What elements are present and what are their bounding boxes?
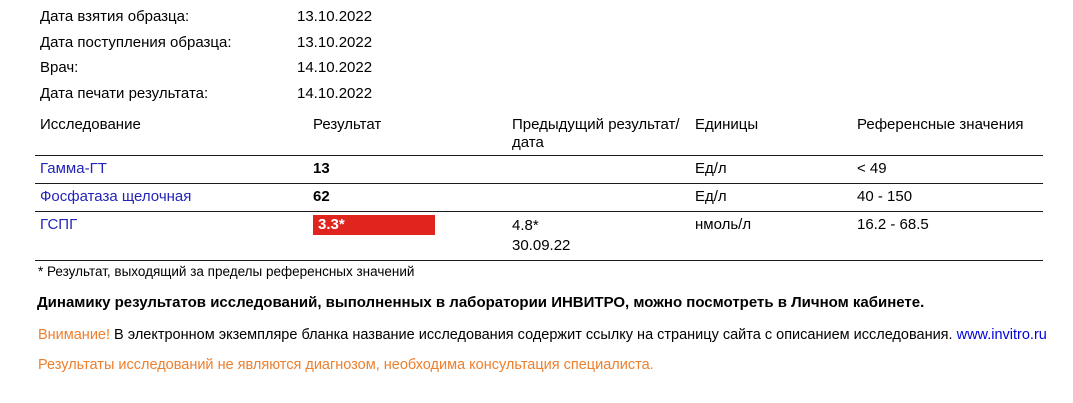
meta-value: 14.10.2022 xyxy=(297,85,373,103)
test-name-link[interactable]: Фосфатаза щелочная xyxy=(40,188,192,205)
meta-label: Дата взятия образца: xyxy=(40,8,190,26)
table-row: Гамма-ГТ 13 Ед/л < 49 xyxy=(35,156,1043,184)
attention-text: В электронном экземпляре бланка название… xyxy=(110,327,957,343)
previous-result-value: 4.8* xyxy=(512,217,539,234)
column-header-reference: Референсные значения xyxy=(857,116,1024,133)
reference-range: 40 - 150 xyxy=(857,188,913,205)
column-header-units: Единицы xyxy=(695,116,759,133)
meta-row: Врач: 14.10.2022 xyxy=(40,55,372,81)
dynamics-note: Динамику результатов исследований, выпол… xyxy=(37,294,925,311)
column-header-result: Результат xyxy=(313,116,382,133)
result-value-out-of-range: 3.3* xyxy=(313,215,435,235)
reference-range: 16.2 - 68.5 xyxy=(857,216,929,233)
table-row: ГСПГ 3.3* 4.8* 30.09.22 нмоль/л 16.2 - 6… xyxy=(35,212,1043,261)
meta-row: Дата взятия образца: 13.10.2022 xyxy=(40,4,372,30)
previous-result-date: 30.09.22 xyxy=(512,237,571,254)
column-header-previous: Предыдущий результат/дата xyxy=(512,116,680,151)
meta-value: 13.10.2022 xyxy=(297,33,373,51)
units-value: Ед/л xyxy=(695,188,727,205)
meta-label: Дата печати результата: xyxy=(40,85,209,103)
asterisk-footnote: * Результат, выходящий за пределы рефере… xyxy=(38,264,415,279)
sample-metadata: Дата взятия образца: 13.10.2022 Дата пос… xyxy=(40,4,372,106)
meta-value: 14.10.2022 xyxy=(297,59,373,77)
reference-range: < 49 xyxy=(857,160,887,177)
meta-label: Врач: xyxy=(40,59,79,77)
meta-value: 13.10.2022 xyxy=(297,8,373,26)
test-name-link[interactable]: Гамма-ГТ xyxy=(40,160,107,177)
meta-row: Дата поступления образца: 13.10.2022 xyxy=(40,30,372,56)
attention-label: Внимание! xyxy=(38,327,111,343)
previous-result xyxy=(512,156,695,183)
test-name-link[interactable]: ГСПГ xyxy=(40,216,78,233)
meta-label: Дата поступления образца: xyxy=(40,33,232,51)
meta-row: Дата печати результата: 14.10.2022 xyxy=(40,81,372,107)
result-value: 62 xyxy=(313,188,330,205)
results-table: Исследование Результат Предыдущий резуль… xyxy=(35,114,1043,261)
table-row: Фосфатаза щелочная 62 Ед/л 40 - 150 xyxy=(35,184,1043,212)
table-header-row: Исследование Результат Предыдущий резуль… xyxy=(35,114,1043,156)
units-value: нмоль/л xyxy=(695,216,752,233)
attention-note: Внимание! В электронном экземпляре бланк… xyxy=(38,327,1047,343)
column-header-test: Исследование xyxy=(40,116,141,133)
previous-result xyxy=(512,184,695,211)
disclaimer-note: Результаты исследований не являются диаг… xyxy=(38,357,654,373)
units-value: Ед/л xyxy=(695,160,727,177)
previous-result: 4.8* 30.09.22 xyxy=(512,212,695,260)
result-value: 13 xyxy=(313,160,330,177)
invitro-site-link[interactable]: www.invitro.ru xyxy=(956,327,1047,343)
